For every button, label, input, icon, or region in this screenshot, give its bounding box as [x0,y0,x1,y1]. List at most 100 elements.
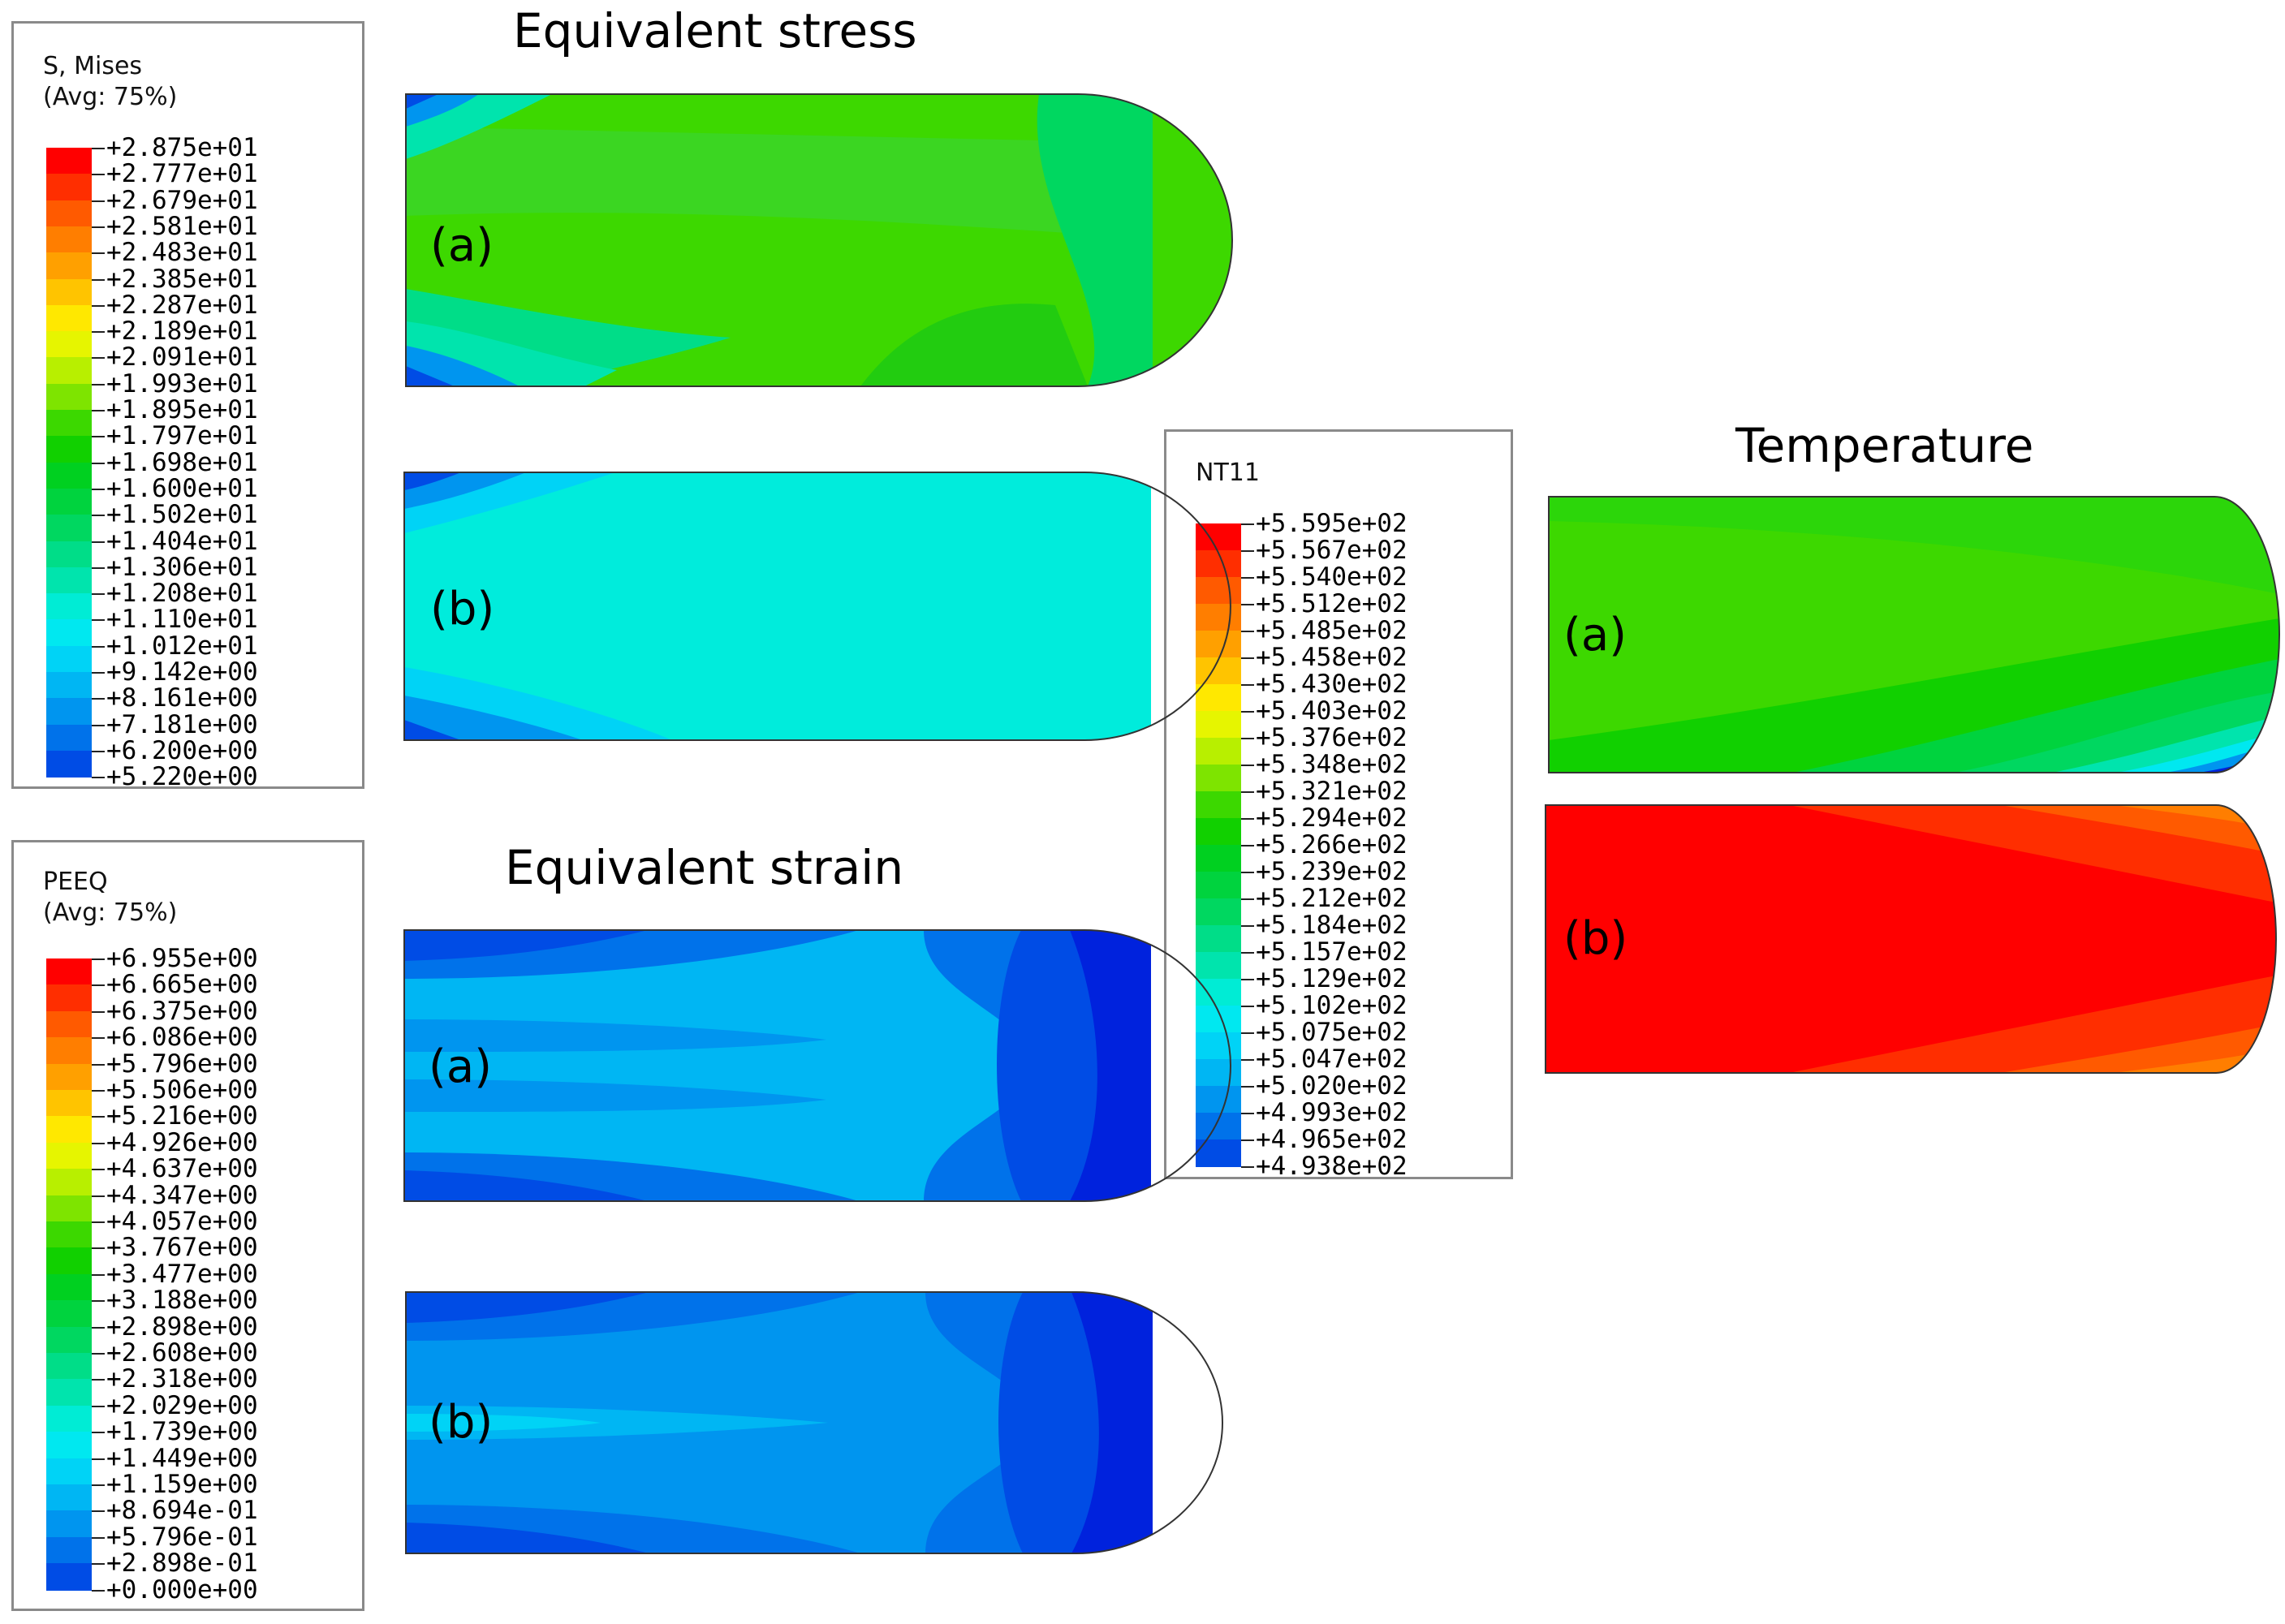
temperature-scale-tick [1241,791,1254,793]
stress-scale-swatch [46,410,92,437]
strain-scale-swatch [46,1326,92,1354]
strain-scale-tick [92,1010,105,1013]
strain-scale-tick [92,1247,105,1250]
temperature-scale-swatch [1196,1113,1241,1140]
strain-scale-swatch [46,1300,92,1328]
stress-scale-tick [92,619,105,622]
stress-scale-label: +1.110e+01 [106,605,258,635]
stress-scale-tick [92,593,105,596]
strain-scale-swatch [46,1273,92,1302]
strain-scale-swatch [46,1379,92,1406]
temperature-scale-swatch [1196,872,1241,899]
temperature-scale-tick [1241,1032,1254,1034]
temperature-scale-tick [1241,577,1254,579]
stress-scale-label: +2.385e+01 [106,264,258,294]
stress-scale-label: +1.306e+01 [106,552,258,582]
temperature-scale-label: +5.321e+02 [1256,777,1408,806]
stress-scale-label: +1.895e+01 [106,395,258,424]
strain-scale-swatch [46,1432,92,1459]
stress-scale-swatch [46,278,92,306]
strain-scale-label: +4.637e+00 [106,1154,258,1184]
strain-scale-label: +1.449e+00 [106,1443,258,1473]
strain-scale-swatch [46,1563,92,1591]
strain-scale-tick [92,1563,105,1566]
temperature-scale-tick [1241,1006,1254,1007]
stress-scale-label: +1.502e+01 [106,500,258,530]
stress-scale-tick [92,488,105,490]
strain-legend-title-2: (Avg: 75%) [43,898,178,927]
temperature-scale-label: +5.047e+02 [1256,1045,1408,1074]
strain-scale-tick [92,1300,105,1303]
stress-scale-tick [92,357,105,360]
strain-scale-label: +8.694e-01 [106,1496,258,1526]
stress-legend: S, Mises (Avg: 75%) +2.875e+01 +2.777e+01… [11,21,364,790]
temperature-scale-tick [1241,1166,1254,1168]
stress-scale-swatch [46,200,92,227]
strain-scale-swatch [46,1010,92,1039]
stress-scale-tick [92,383,105,386]
temperature-scale-swatch [1196,979,1241,1006]
temperature-scale-label: +5.266e+02 [1256,830,1408,859]
temperature-scale-tick [1241,925,1254,927]
temperature-scale-swatch [1196,711,1241,739]
strain-scale-label: +0.000e+00 [106,1574,258,1605]
temperature-scale-label: +5.129e+02 [1256,964,1408,993]
stress-scale-tick [92,672,105,674]
stress-scale-tick [92,174,105,176]
strain-scale-label: +4.057e+00 [106,1207,258,1236]
stress-scale-swatch [46,252,92,280]
stress-scale-label: +2.091e+01 [106,342,258,373]
temperature-scale-swatch [1196,550,1241,578]
stress-scale-swatch [46,566,92,595]
strain-scale-tick [92,1432,105,1434]
temperature-scale-swatch [1196,791,1241,819]
temperature-scale-swatch [1196,631,1241,658]
strain-scale-swatch [46,1037,92,1065]
strain-scale-swatch [46,1142,92,1170]
temperature-scale-label: +5.430e+02 [1256,670,1408,699]
stress-scale-label: +1.600e+01 [106,473,258,503]
stress-scale-label: +2.581e+01 [106,211,258,241]
strain-section-title: Equivalent strain [505,840,904,895]
stress-scale-swatch [46,462,92,489]
strain-scale-tick [92,984,105,987]
strain-scale-swatch [46,1063,92,1091]
temperature-scale-tick [1241,684,1254,686]
temperature-scale-swatch [1196,1032,1241,1060]
temperature-scale-swatch [1196,845,1241,872]
temperature-scale-label: +5.102e+02 [1256,991,1408,1020]
temperature-scale-label: +4.965e+02 [1256,1125,1408,1154]
temperature-scale-label: +5.157e+02 [1256,937,1408,967]
stress-scale-swatch [46,383,92,411]
temperature-scale-label: +5.020e+02 [1256,1071,1408,1101]
strain-scale-tick [92,1090,105,1092]
strain-scale-label: +5.796e-01 [106,1522,258,1552]
temperature-scale-swatch [1196,925,1241,953]
temperature-scale-swatch [1196,1139,1241,1167]
strain-specimen-a [403,929,1231,1202]
stress-scale-tick [92,515,105,517]
temperature-scale-tick [1241,952,1254,954]
stress-scale-swatch [46,357,92,385]
temperature-scale-swatch [1196,604,1241,631]
temperature-scale-tick [1241,1139,1254,1141]
strain-scale-label: +1.159e+00 [106,1470,258,1499]
stress-label-b: (b) [430,583,495,635]
stress-legend-title-2: (Avg: 75%) [43,83,178,111]
stress-scale-label: +1.797e+01 [106,421,258,451]
strain-scale-label: +3.188e+00 [106,1286,258,1316]
stress-scale-swatch [46,436,92,463]
temperature-scale-swatch [1196,765,1241,792]
stress-scale-tick [92,566,105,569]
strain-scale-label: +3.477e+00 [106,1259,258,1289]
strain-scale-tick [92,1589,105,1592]
strain-scale-swatch [46,1169,92,1196]
stress-scale-label: +2.287e+01 [106,290,258,320]
stress-section-title: Equivalent stress [513,3,917,58]
temperature-specimen-b [1545,804,2277,1074]
stress-scale-label: +2.679e+01 [106,185,258,215]
stress-scale-tick [92,148,105,149]
strain-scale-label: +6.375e+00 [106,996,258,1026]
stress-scale-swatch [46,645,92,673]
temperature-scale-label: +5.376e+02 [1256,723,1408,752]
